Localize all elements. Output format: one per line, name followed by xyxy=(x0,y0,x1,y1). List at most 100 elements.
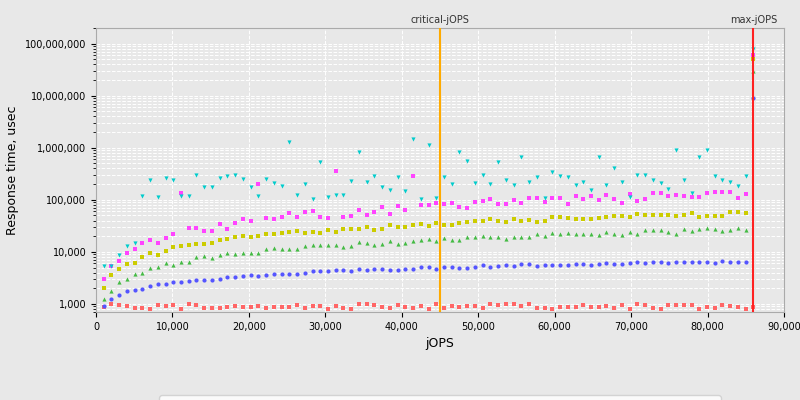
Point xyxy=(562,230,574,236)
Point xyxy=(113,266,126,272)
Y-axis label: Response time, usec: Response time, usec xyxy=(6,105,19,235)
Point xyxy=(198,241,210,247)
Point xyxy=(592,304,605,311)
Point xyxy=(151,194,164,200)
Point xyxy=(368,266,381,272)
Point xyxy=(353,148,366,155)
Point xyxy=(128,305,141,311)
Point xyxy=(554,231,566,238)
Point xyxy=(678,212,690,218)
Point xyxy=(121,276,134,282)
Point xyxy=(283,139,296,145)
Point xyxy=(198,228,210,235)
Point xyxy=(685,210,698,216)
Point xyxy=(693,194,706,200)
Point xyxy=(414,196,427,202)
Point xyxy=(747,46,760,52)
Point xyxy=(406,238,419,244)
Point xyxy=(507,234,520,240)
Point xyxy=(406,136,419,143)
Point xyxy=(229,303,242,309)
Point xyxy=(314,159,326,166)
Point xyxy=(360,212,373,218)
Point xyxy=(646,305,659,311)
Point xyxy=(646,227,659,233)
Point xyxy=(430,301,442,308)
Point xyxy=(646,259,659,266)
Point xyxy=(214,252,226,258)
Point xyxy=(414,236,427,243)
Point xyxy=(360,179,373,186)
Point xyxy=(260,231,273,238)
Point xyxy=(198,253,210,260)
Point xyxy=(383,186,396,193)
Point xyxy=(569,193,582,199)
Point xyxy=(608,261,621,267)
Point xyxy=(515,218,528,224)
Point xyxy=(747,52,760,58)
Point xyxy=(701,212,714,219)
Point xyxy=(360,240,373,246)
Point xyxy=(615,232,628,238)
Point xyxy=(577,216,590,222)
Point xyxy=(206,184,218,190)
Point xyxy=(538,262,551,268)
Point xyxy=(600,229,613,236)
Point xyxy=(383,305,396,312)
Point xyxy=(128,246,141,252)
Point xyxy=(399,240,412,246)
Point xyxy=(267,270,280,277)
Point xyxy=(716,301,729,308)
Point xyxy=(461,303,474,310)
Point xyxy=(174,279,187,285)
Point xyxy=(314,214,326,220)
Point xyxy=(121,242,134,249)
Point xyxy=(693,213,706,220)
Point xyxy=(121,261,134,268)
Point xyxy=(747,56,760,62)
Point xyxy=(530,218,543,225)
Point xyxy=(214,305,226,311)
Point xyxy=(592,232,605,238)
Point xyxy=(337,226,350,233)
Point xyxy=(98,276,110,282)
Point xyxy=(608,196,621,202)
Point xyxy=(469,180,482,186)
Point xyxy=(562,200,574,207)
Point xyxy=(244,272,257,278)
Point xyxy=(430,220,442,226)
Point xyxy=(430,200,442,206)
Point xyxy=(167,244,180,251)
Point xyxy=(662,302,674,308)
Point xyxy=(438,264,450,271)
Point xyxy=(515,303,528,309)
Point xyxy=(275,214,288,221)
Point xyxy=(430,195,442,201)
Point xyxy=(484,234,497,240)
Point xyxy=(554,304,566,310)
Point xyxy=(214,221,226,228)
Point xyxy=(113,252,126,258)
Point xyxy=(499,177,512,183)
Point xyxy=(121,303,134,309)
Point xyxy=(283,246,296,253)
Point xyxy=(422,222,435,229)
Point xyxy=(406,222,419,228)
Point xyxy=(577,230,590,237)
Point xyxy=(678,177,690,184)
Point xyxy=(600,182,613,188)
Point xyxy=(453,236,466,243)
Point xyxy=(608,231,621,237)
Point xyxy=(376,265,389,272)
Point xyxy=(406,265,419,272)
Point xyxy=(113,258,126,264)
Point xyxy=(654,180,667,186)
Point xyxy=(476,262,489,269)
Point xyxy=(275,246,288,252)
Point xyxy=(623,229,636,235)
Point xyxy=(569,261,582,267)
Point xyxy=(383,266,396,273)
Point xyxy=(515,261,528,268)
Point xyxy=(345,306,358,312)
Point xyxy=(275,271,288,278)
